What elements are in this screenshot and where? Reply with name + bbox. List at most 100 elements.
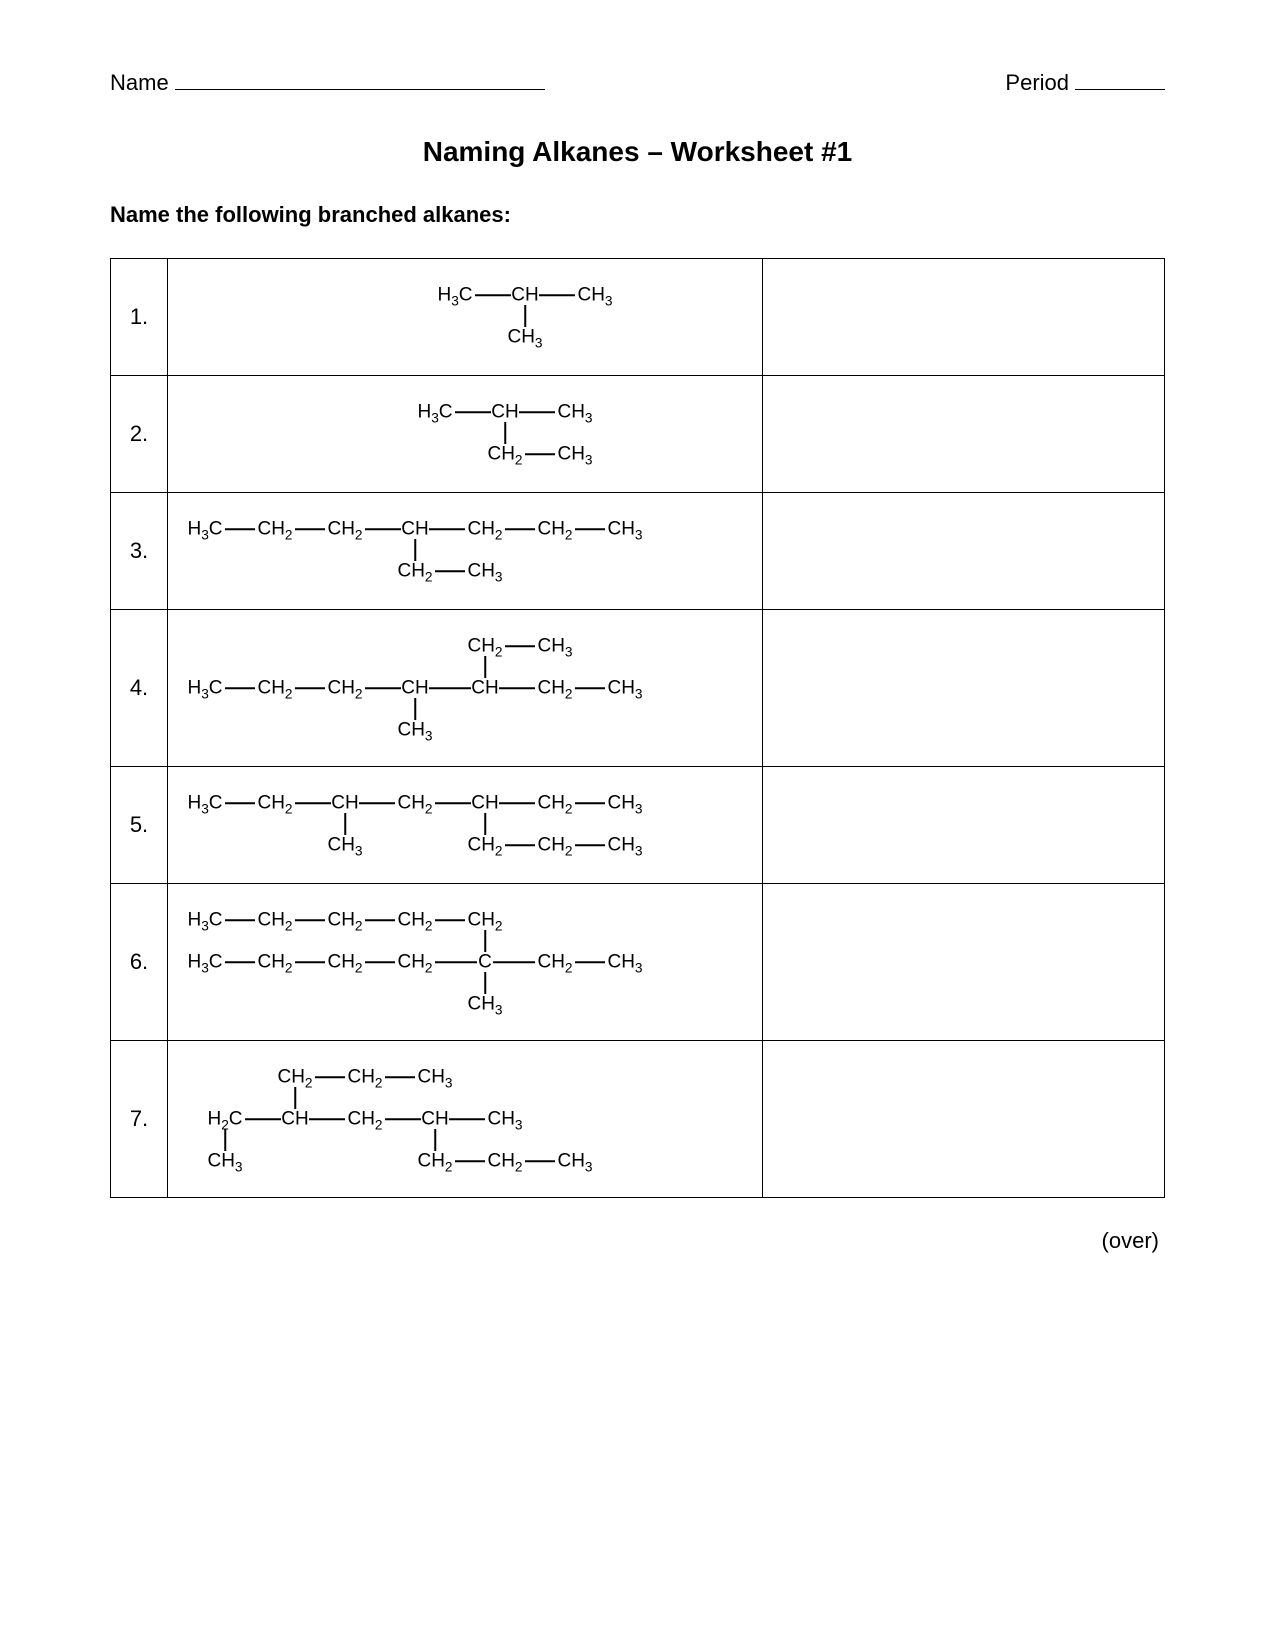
bond [505, 528, 535, 530]
chemical-structure: H3CCH2CHCH2CHCH2CH3CH3CH2CH2CH3 [195, 785, 735, 865]
bond [365, 961, 395, 963]
bond [434, 1129, 436, 1151]
bond [294, 1087, 296, 1109]
table-row: 3.H3CCH2CH2CHCH2CH2CH3CH2CH3 [111, 493, 1165, 610]
atom-group: CH3 [487, 1110, 522, 1129]
structure-cell: H3CCH2CH2CHCH2CH2CH3CH2CH3 [168, 493, 763, 610]
answer-cell[interactable] [763, 493, 1165, 610]
bond [484, 813, 486, 835]
answer-cell[interactable] [763, 259, 1165, 376]
atom-group: CH [281, 1110, 308, 1129]
table-row: 6.H3CCH2CH2CH2CH2H3CCH2CH2CH2CCH2CH3CH3 [111, 884, 1165, 1041]
atom-group: CH3 [507, 328, 542, 347]
atom-group: CH2 [467, 637, 502, 656]
bond [499, 687, 535, 689]
bond [505, 844, 535, 846]
answer-cell[interactable] [763, 1041, 1165, 1198]
table-row: 4.CH2CH3H3CCH2CH2CHCHCH2CH3CH3 [111, 610, 1165, 767]
atom-group: CH [331, 794, 358, 813]
atom-group: CH3 [417, 1068, 452, 1087]
bond [504, 422, 506, 444]
period-blank-line[interactable] [1075, 89, 1165, 90]
atom-group: CH2 [327, 953, 362, 972]
atom-group: CH3 [467, 995, 502, 1014]
atom-group: CH3 [607, 679, 642, 698]
bond [365, 919, 395, 921]
bond [575, 528, 605, 530]
atom-group: CH [471, 794, 498, 813]
bond [295, 919, 325, 921]
answer-cell[interactable] [763, 767, 1165, 884]
chemical-structure: H3CCHCH3CH2CH3 [315, 394, 615, 474]
atom-group: CH2 [537, 520, 572, 539]
atom-group: CH2 [467, 520, 502, 539]
problem-number: 3. [111, 493, 168, 610]
header-row: Name Period [110, 70, 1165, 96]
structure-cell: H3CCHCH3CH2CH3 [168, 376, 763, 493]
atom-group: CH3 [607, 520, 642, 539]
bond [539, 294, 575, 296]
atom-group: H2C [207, 1110, 242, 1129]
problems-table: 1.H3CCHCH3CH32.H3CCHCH3CH2CH33.H3CCH2CH2… [110, 258, 1165, 1198]
chemical-structure: CH2CH3H3CCH2CH2CHCHCH2CH3CH3 [195, 628, 735, 748]
atom-group: CH3 [537, 637, 572, 656]
atom-group: CH [401, 679, 428, 698]
problem-number: 6. [111, 884, 168, 1041]
name-label: Name [110, 70, 169, 96]
atom-group: CH2 [537, 679, 572, 698]
bond [385, 1076, 415, 1078]
atom-group: CH2 [397, 562, 432, 581]
answer-cell[interactable] [763, 610, 1165, 767]
bond [295, 802, 331, 804]
bond [493, 961, 535, 963]
structure-cell: H3CCHCH3CH3 [168, 259, 763, 376]
bond [344, 813, 346, 835]
chemical-structure: H3CCHCH3CH3 [335, 277, 595, 357]
atom-group: CH3 [557, 403, 592, 422]
bond [385, 1118, 421, 1120]
atom-group: H3C [437, 286, 472, 305]
atom-group: CH2 [347, 1068, 382, 1087]
bond [575, 844, 605, 846]
structure-cell: H3CCH2CH2CH2CH2H3CCH2CH2CH2CCH2CH3CH3 [168, 884, 763, 1041]
bond [429, 528, 465, 530]
name-field: Name [110, 70, 545, 96]
structure-cell: CH2CH3H3CCH2CH2CHCHCH2CH3CH3 [168, 610, 763, 767]
atom-group: CH3 [397, 721, 432, 740]
atom-group: CH2 [257, 953, 292, 972]
name-blank-line[interactable] [175, 89, 545, 90]
atom-group: CH [491, 403, 518, 422]
atom-group: CH3 [577, 286, 612, 305]
atom-group: CH3 [557, 445, 592, 464]
atom-group: CH2 [467, 836, 502, 855]
bond [435, 570, 465, 572]
bond [429, 687, 471, 689]
bond [449, 1118, 485, 1120]
period-label: Period [1005, 70, 1069, 96]
bond [524, 305, 526, 327]
bond [365, 687, 401, 689]
table-row: 7.CH2CH2CH3H2CCHCH2CHCH3CH3CH2CH2CH3 [111, 1041, 1165, 1198]
atom-group: CH2 [397, 953, 432, 972]
bond [225, 961, 255, 963]
atom-group: CH2 [347, 1110, 382, 1129]
bond [575, 802, 605, 804]
bond [414, 698, 416, 720]
atom-group: CH3 [607, 836, 642, 855]
atom-group: CH2 [397, 794, 432, 813]
atom-group: CH2 [327, 679, 362, 698]
bond [519, 411, 555, 413]
bond [499, 802, 535, 804]
atom-group: CH2 [487, 1152, 522, 1171]
footer-over: (over) [110, 1228, 1165, 1254]
atom-group: CH2 [327, 911, 362, 930]
atom-group: CH3 [557, 1152, 592, 1171]
atom-group: CH2 [257, 911, 292, 930]
answer-cell[interactable] [763, 884, 1165, 1041]
answer-cell[interactable] [763, 376, 1165, 493]
table-row: 2.H3CCHCH3CH2CH3 [111, 376, 1165, 493]
bond [484, 656, 486, 678]
period-field: Period [1005, 70, 1165, 96]
bond [245, 1118, 281, 1120]
bond [295, 687, 325, 689]
